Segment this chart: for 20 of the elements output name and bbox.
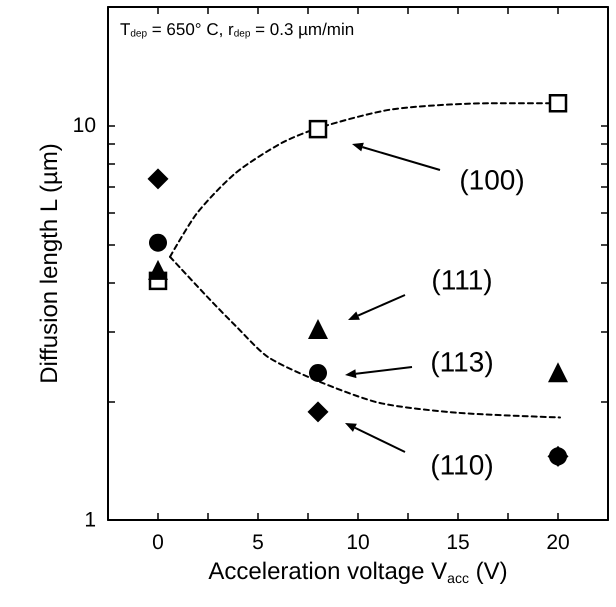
point	[548, 362, 568, 382]
annotation: (110)	[430, 450, 494, 480]
point	[149, 234, 167, 252]
point	[308, 319, 328, 340]
x-tick-label: 10	[346, 531, 370, 554]
x-tick-label: 5	[252, 531, 264, 554]
point	[309, 364, 327, 382]
x-tick-label: 0	[152, 531, 164, 554]
x-tick-label: 15	[446, 531, 470, 554]
point	[148, 168, 168, 190]
point	[308, 401, 328, 422]
point	[308, 120, 328, 138]
annotation: (100)	[459, 164, 525, 196]
annotation: (113)	[430, 346, 494, 378]
point	[148, 260, 168, 280]
point	[548, 94, 568, 113]
x-tick-label: 20	[546, 531, 570, 554]
y-axis-title: Diffusion length L (µm)	[36, 143, 64, 384]
y-tick-label: 1	[84, 508, 96, 532]
annotation: (111)	[431, 264, 493, 296]
